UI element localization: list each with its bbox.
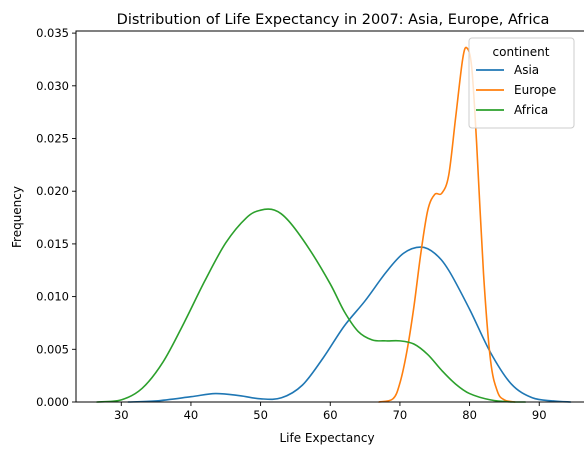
y-tick-label: 0.005 [36, 342, 69, 356]
y-tick-label: 0.020 [36, 184, 69, 198]
series-line-asia [127, 246, 572, 403]
plot-frame [75, 30, 584, 403]
legend-label-europe: Europe [514, 83, 556, 97]
y-axis: 0.000 0.005 0.010 0.015 0.020 0.025 0.030 0.035 [36, 26, 76, 409]
x-axis: 30 40 50 60 70 80 90 [114, 402, 547, 422]
series-line-africa [96, 208, 527, 403]
y-axis-label: Frequency [10, 186, 24, 248]
x-tick-label: 30 [114, 408, 129, 422]
y-tick-label: 0.010 [36, 290, 69, 304]
legend-label-asia: Asia [514, 63, 539, 77]
legend-label-africa: Africa [514, 103, 548, 117]
x-tick-label: 50 [253, 408, 268, 422]
y-tick-label: 0.015 [36, 237, 69, 251]
y-tick-label: 0.025 [36, 132, 69, 146]
y-tick-label: 0.035 [36, 26, 69, 40]
legend-frame [468, 37, 575, 129]
series-layer [96, 46, 572, 403]
x-tick-label: 80 [462, 408, 477, 422]
x-tick-label: 40 [184, 408, 199, 422]
x-axis-label: Life Expectancy [279, 431, 374, 445]
chart-title: Distribution of Life Expectancy in 2007:… [117, 12, 550, 28]
x-tick-label: 90 [532, 408, 547, 422]
legend-title: continent [493, 45, 550, 59]
legend: continent Asia Europe Africa [468, 37, 575, 129]
y-tick-label: 0.030 [36, 79, 69, 93]
y-tick-label: 0.000 [36, 395, 69, 409]
x-tick-label: 60 [323, 408, 338, 422]
x-tick-label: 70 [393, 408, 408, 422]
